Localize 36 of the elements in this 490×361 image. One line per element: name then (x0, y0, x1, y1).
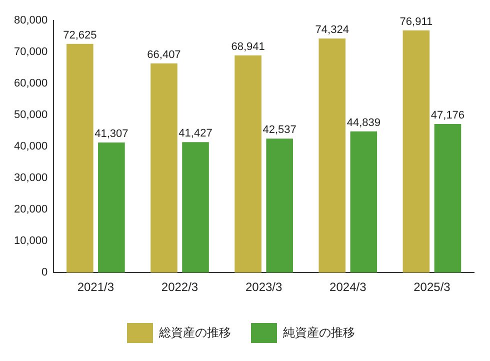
y-tick-label: 0 (42, 266, 48, 279)
data-label: 68,941 (231, 40, 265, 53)
data-label: 66,407 (147, 48, 181, 61)
y-tick-label: 80,000 (14, 14, 48, 27)
bar (66, 44, 94, 273)
x-tick-label: 2022/3 (161, 280, 198, 294)
bar (318, 38, 346, 273)
y-tick-label: 10,000 (14, 235, 48, 248)
y-tick-label: 60,000 (14, 78, 48, 90)
y-tick-label: 30,000 (14, 172, 48, 184)
bar (266, 138, 293, 273)
y-tick-label: 40,000 (14, 140, 48, 153)
y-tick-label: 50,000 (14, 109, 48, 122)
y-tick-label: 70,000 (14, 46, 48, 58)
y-tick-label: 20,000 (14, 204, 48, 216)
bar (98, 142, 125, 273)
data-label: 47,176 (430, 110, 465, 122)
x-tick-label: 2024/3 (330, 280, 367, 294)
data-label: 74,324 (315, 24, 349, 36)
legend-label: 総資産の推移 (158, 325, 231, 340)
data-label: 42,537 (262, 124, 296, 136)
bar (402, 30, 430, 273)
x-tick-label: 2021/3 (77, 280, 114, 294)
data-label: 41,427 (178, 128, 212, 140)
bar (182, 142, 209, 273)
data-label: 44,839 (346, 116, 380, 129)
bar (150, 63, 178, 273)
x-tick-label: 2023/3 (245, 280, 282, 294)
data-label: 41,307 (94, 128, 128, 140)
bar (350, 131, 378, 273)
bar (434, 124, 462, 273)
data-label: 72,625 (63, 29, 97, 42)
legend-label: 純資産の推移 (283, 325, 355, 340)
x-tick-label: 2025/3 (414, 280, 451, 294)
data-label: 76,911 (400, 16, 433, 28)
bar (234, 55, 262, 273)
